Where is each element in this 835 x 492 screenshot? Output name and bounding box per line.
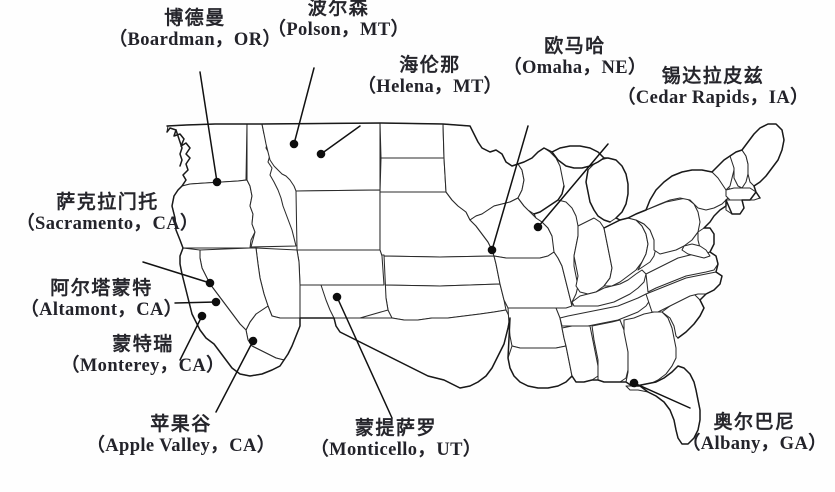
city-dot-altamont[interactable] (211, 297, 221, 307)
city-label-monterey-cn: 蒙特瑞 (112, 333, 174, 355)
city-label-cedar-rapids-cn: 锡达拉皮兹 (661, 65, 765, 87)
state-boundaries (166, 122, 785, 445)
puget-sound-detail (175, 129, 183, 167)
city-label-boardman-en: （Boardman，OR） (108, 29, 282, 50)
atlantic-coast (603, 123, 785, 339)
state-me (741, 123, 785, 187)
state-al (591, 319, 629, 383)
state-md (681, 243, 711, 259)
city-label-apple-valley-en: （Apple Valley，CA） (86, 435, 276, 456)
city-label-albany: 奥尔巴尼 （Albany，GA） (672, 411, 835, 455)
leader-line-boardman (199, 71, 218, 183)
leader-line-apple-valley (215, 340, 254, 413)
state-la (507, 345, 573, 389)
city-dot-omaha[interactable] (487, 245, 497, 255)
lake-michigan-west (533, 185, 565, 215)
city-label-monticello-en: （Monticello，UT） (310, 439, 482, 460)
state-ga (623, 311, 677, 387)
city-label-helena-en: （Helena，MT） (357, 76, 503, 97)
city-dot-monticello[interactable] (332, 292, 342, 302)
state-il (533, 199, 579, 307)
lake-michigan-east (585, 169, 611, 223)
city-label-polson-cn: 波尔森 (307, 0, 370, 19)
northern-border (166, 122, 629, 221)
leader-line-helena (320, 125, 361, 155)
leader-line-sacramento (142, 261, 211, 284)
state-wy (295, 189, 381, 251)
city-label-apple-valley-cn: 苹果谷 (150, 413, 212, 435)
city-label-albany-en: （Albany，GA） (681, 433, 828, 454)
leader-line-monticello (336, 296, 393, 419)
city-label-sacramento-cn: 萨克拉门托 (56, 191, 159, 213)
state-sd (379, 157, 447, 193)
leader-line-albany (633, 382, 691, 409)
state-wa (166, 123, 248, 187)
city-label-polson-en: （Polson，MT） (267, 19, 410, 40)
city-label-polson: 波尔森 （Polson，MT） (256, 0, 421, 41)
city-dot-boardman[interactable] (212, 177, 222, 187)
city-dot-sacramento[interactable] (205, 278, 215, 288)
state-nd (379, 122, 445, 159)
leader-line-cedar-rapids (537, 143, 609, 228)
state-co (296, 249, 385, 286)
city-dot-helena[interactable] (316, 149, 326, 159)
city-label-altamont-cn: 阿尔塔蒙特 (50, 277, 153, 299)
state-ks (381, 255, 501, 287)
city-dot-albany[interactable] (629, 378, 639, 388)
city-label-helena-cn: 海伦那 (399, 54, 461, 76)
city-dot-apple-valley[interactable] (248, 336, 258, 346)
city-label-omaha-cn: 欧马哈 (544, 35, 606, 57)
great-lakes-detail (551, 151, 605, 169)
city-label-albany-cn: 奥尔巴尼 (713, 411, 796, 433)
city-label-monterey: 蒙特瑞 （Monterey，CA） (48, 333, 238, 377)
leader-line-polson (293, 67, 315, 145)
pacific-northwest-coast (166, 127, 701, 445)
city-dot-monterey[interactable] (197, 311, 207, 321)
city-label-monticello-cn: 蒙提萨罗 (354, 417, 437, 439)
city-label-altamont-en: （Altamont，CA） (20, 299, 183, 320)
city-label-sacramento-en: （Sacramento，CA） (16, 213, 199, 234)
state-ky (571, 269, 647, 307)
leader-line-omaha (491, 125, 529, 251)
city-label-sacramento: 萨克拉门托 （Sacramento，CA） (0, 191, 215, 235)
city-dot-cedar-rapids[interactable] (533, 222, 543, 232)
city-label-helena: 海伦那 （Helena，MT） (350, 54, 510, 98)
city-label-omaha-en: （Omaha，NE） (503, 57, 647, 78)
city-label-apple-valley: 苹果谷 （Apple Valley，CA） (70, 413, 292, 457)
city-label-monticello: 蒙提萨罗 （Monticello，UT） (296, 417, 496, 461)
city-label-boardman: 博德曼 （Boardman，OR） (105, 7, 285, 51)
national-outline (166, 122, 785, 445)
city-label-omaha: 欧马哈 （Omaha，NE） (495, 35, 655, 79)
city-label-cedar-rapids: 锡达拉皮兹 （Cedar Rapids，IA） (598, 65, 828, 109)
city-dot-polson[interactable] (289, 139, 299, 149)
leader-line-altamont (174, 301, 217, 304)
city-markers-layer (142, 67, 691, 419)
city-label-boardman-cn: 博德曼 (164, 7, 226, 29)
city-label-altamont: 阿尔塔蒙特 （Altamont，CA） (4, 277, 199, 321)
state-ar (507, 307, 567, 349)
city-label-monterey-en: （Monterey，CA） (60, 355, 226, 376)
city-label-cedar-rapids-en: （Cedar Rapids，IA） (617, 87, 809, 108)
leader-line-monterey (179, 315, 203, 361)
state-ms (561, 325, 599, 383)
